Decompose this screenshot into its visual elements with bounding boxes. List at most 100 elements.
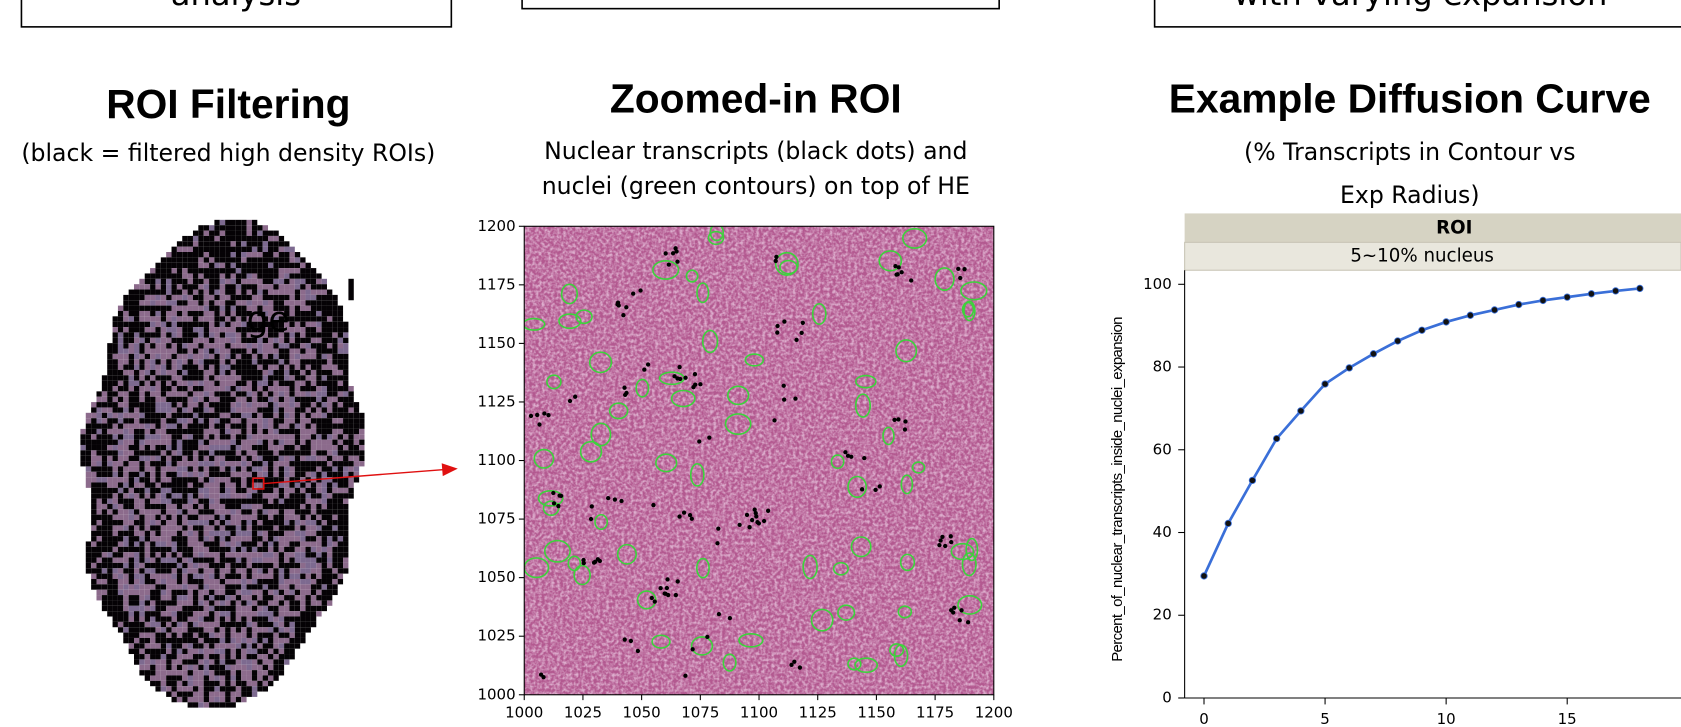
tissue-pixel [306,579,311,584]
tissue-pixel [316,568,321,573]
tissue-pixel [204,563,209,568]
x-tick-label: 1175 [916,703,954,721]
tissue-pixel [273,558,278,563]
tissue-pixel [102,434,107,439]
tissue-pixel [263,520,268,525]
tissue-pixel [166,665,171,670]
tissue-pixel [247,413,252,418]
tissue-pixel [322,306,327,311]
tissue-pixel [161,499,166,504]
tissue-pixel [182,279,187,284]
tissue-pixel [236,504,241,509]
tissue-pixel [209,370,214,375]
transcript-dot [557,493,561,497]
transcript-dot [766,509,770,513]
tissue-pixel [172,290,177,295]
tissue-pixel [230,515,235,520]
tissue-pixel [316,295,321,300]
tissue-pixel [220,241,225,246]
tissue-pixel [300,402,305,407]
transcript-dot [581,558,585,562]
tissue-pixel [236,370,241,375]
tissue-pixel [188,397,193,402]
tissue-pixel [225,477,230,482]
tissue-pixel [113,482,118,487]
tissue-pixel [300,633,305,638]
tissue-pixel [279,552,284,557]
tissue-pixel [257,590,262,595]
tissue-pixel [311,595,316,600]
tissue-pixel [343,520,348,525]
tissue-pixel [204,541,209,546]
tissue-pixel [161,440,166,445]
tissue-pixel [172,375,177,380]
transcript-dot [794,338,798,342]
tissue-pixel [214,466,219,471]
tissue-pixel [289,284,294,289]
tissue-pixel [252,252,257,257]
tissue-pixel [327,295,332,300]
tissue-pixel [123,606,128,611]
tissue-pixel [241,504,246,509]
x-tick-label: 1150 [857,703,895,721]
tissue-pixel [247,418,252,423]
tissue-pixel [316,584,321,589]
tissue-pixel [327,429,332,434]
tissue-pixel [252,461,257,466]
tissue-pixel [257,493,262,498]
tissue-pixel [204,482,209,487]
tissue-pixel [338,552,343,557]
tissue-pixel [166,332,171,337]
tissue-pixel [204,659,209,664]
tissue-pixel [279,381,284,386]
tissue-pixel [220,563,225,568]
tissue-pixel [316,381,321,386]
tissue-pixel [247,472,252,477]
tissue-pixel [241,273,246,278]
transcript-dot [966,620,970,624]
transcript-dot [663,591,667,595]
tissue-pixel [289,402,294,407]
tissue-pixel [214,284,219,289]
tissue-pixel [209,397,214,402]
tissue-pixel [188,440,193,445]
tissue-pixel [145,574,150,579]
tissue-pixel [161,434,166,439]
tissue-pixel [209,236,214,241]
tissue-pixel [204,402,209,407]
tissue-pixel [193,558,198,563]
tissue-pixel [300,638,305,643]
tissue-pixel [204,440,209,445]
tissue-pixel [139,370,144,375]
tissue-pixel [225,450,230,455]
tissue-pixel [316,493,321,498]
tissue-pixel [257,381,262,386]
tissue-pixel [198,413,203,418]
tissue-pixel [343,515,348,520]
tissue-pixel [263,407,268,412]
tissue-pixel [91,488,96,493]
tissue-pixel [155,434,160,439]
tissue-pixel [161,558,166,563]
tissue-pixel [273,466,278,471]
tissue-pixel [295,482,300,487]
tissue-pixel [204,622,209,627]
tissue-pixel [322,482,327,487]
tissue-pixel [134,322,139,327]
tissue-pixel [284,284,289,289]
tissue-pixel [155,306,160,311]
tissue-pixel [118,306,123,311]
tissue-pixel [322,311,327,316]
tissue-pixel [166,257,171,262]
tissue-pixel [150,370,155,375]
tissue-pixel [247,407,252,412]
tissue-pixel [284,257,289,262]
tissue-pixel [268,595,273,600]
transcript-dot [535,413,539,417]
tissue-pixel [327,450,332,455]
tissue-pixel [182,617,187,622]
tissue-pixel [123,504,128,509]
tissue-pixel [252,659,257,664]
tissue-pixel [306,574,311,579]
tissue-pixel [145,633,150,638]
